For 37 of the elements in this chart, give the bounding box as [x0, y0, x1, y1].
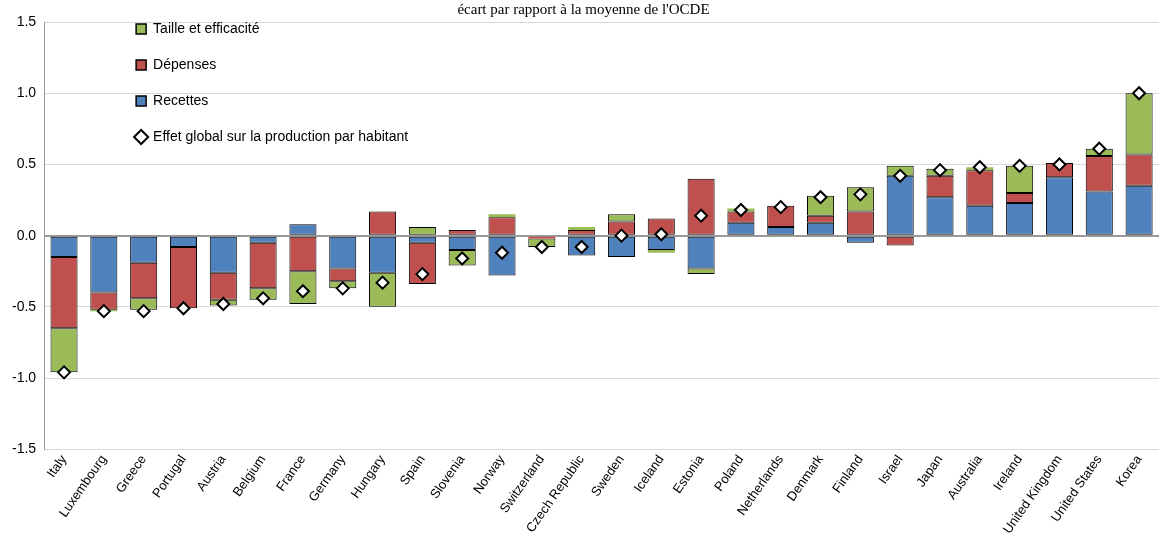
- y-tick-label: 1.5: [16, 12, 37, 29]
- legend-label: Recettes: [153, 91, 209, 108]
- point: [654, 227, 669, 242]
- point: [216, 297, 231, 312]
- point: [733, 203, 748, 217]
- point: [933, 163, 948, 178]
- point: [694, 208, 709, 223]
- legend-label: Dépenses: [153, 55, 217, 72]
- point: [534, 240, 549, 255]
- point: [1092, 141, 1107, 156]
- point: [136, 304, 151, 319]
- legend-label: Taille et efficacité: [153, 19, 260, 36]
- chart-title: écart par rapport à la moyenne de l'OCDE: [457, 1, 710, 17]
- y-tick-label: 0.0: [16, 226, 37, 243]
- bar: [568, 227, 596, 230]
- bar: [647, 249, 675, 253]
- point: [96, 304, 111, 319]
- y-tick-label: -1.5: [12, 440, 37, 457]
- point: [773, 200, 788, 215]
- point: [1132, 86, 1147, 101]
- point: [614, 228, 629, 243]
- point: [1052, 157, 1067, 172]
- point: [415, 267, 430, 282]
- y-tick-label: -0.5: [12, 297, 37, 314]
- point: [256, 291, 271, 306]
- point: [176, 301, 191, 316]
- point: [1012, 158, 1027, 173]
- legend-label: Effet global sur la production par habitant: [153, 127, 409, 144]
- point: [972, 160, 987, 175]
- y-tick-label: 0.5: [16, 155, 37, 172]
- y-tick-label: 1.0: [16, 84, 37, 101]
- point: [57, 365, 72, 380]
- point: [335, 281, 350, 296]
- bar: [488, 214, 516, 218]
- point: [813, 190, 828, 205]
- y-tick-label: -1.0: [12, 368, 37, 385]
- point: [893, 168, 908, 183]
